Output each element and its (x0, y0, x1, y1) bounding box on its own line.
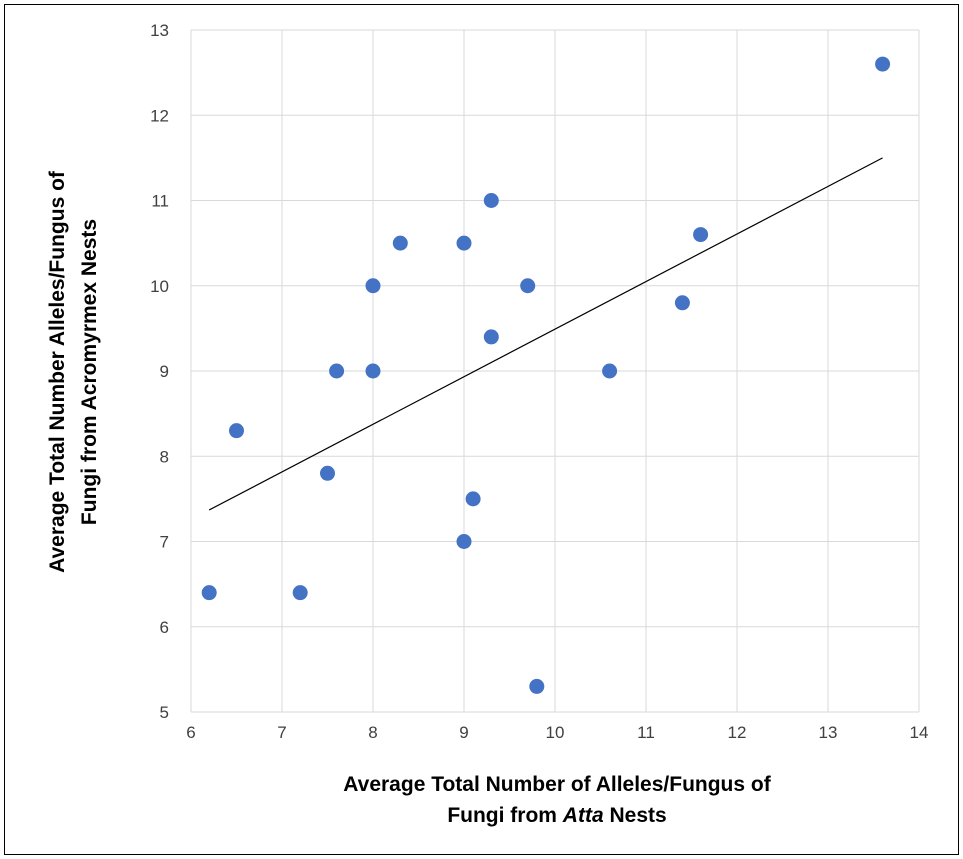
y-tick-label: 12 (150, 106, 169, 125)
grid-lines (190, 29, 920, 713)
x-tick-label: 10 (546, 723, 565, 742)
x-tick-labels: 6 7 8 9 10 11 12 13 14 (186, 723, 928, 742)
y-tick-label: 13 (150, 21, 169, 40)
scatter-point (693, 227, 709, 243)
x-tick-label: 12 (728, 723, 747, 742)
scatter-point (529, 678, 545, 694)
scatter-point (456, 235, 472, 251)
x-tick-label: 14 (910, 723, 929, 742)
scatter-point (674, 295, 690, 311)
x-tick-label: 6 (186, 723, 195, 742)
x-axis-title-pre: Fungi from (447, 804, 562, 827)
x-axis-title-line1: Average Total Number of Alleles/Fungus o… (343, 773, 771, 796)
scatter-point (465, 491, 481, 507)
data-points (201, 56, 891, 694)
scatter-point (875, 56, 891, 72)
scatter-point (201, 585, 217, 601)
x-axis-title-em: Atta (562, 804, 604, 827)
y-tick-label: 5 (160, 703, 169, 722)
scatter-point (483, 329, 499, 345)
scatter-point (365, 363, 381, 379)
x-tick-label: 9 (459, 723, 468, 742)
scatter-point (456, 534, 472, 549)
y-tick-label: 10 (150, 277, 169, 296)
scatter-point (229, 423, 244, 439)
y-axis-title-line2: Fungi from Acromyrmex Nests (78, 219, 101, 525)
y-tick-labels: 5 6 7 8 9 10 11 12 13 (150, 21, 169, 722)
trendline-layer (208, 157, 883, 511)
scatter-point (329, 363, 345, 379)
y-tick-label: 11 (151, 192, 169, 211)
scatter-point (602, 363, 618, 379)
y-tick-label: 9 (160, 362, 169, 381)
y-axis-title-line1: Average Total Number Alleles/Fungus of (46, 170, 69, 573)
x-axis-title-line2: Fungi from Atta Nests (447, 804, 666, 827)
x-axis-title-post: Nests (604, 804, 667, 827)
y-tick-label: 6 (160, 618, 169, 637)
scatter-point (483, 193, 499, 208)
scatter-point (292, 585, 308, 601)
x-tick-label: 11 (637, 723, 655, 742)
trendline (208, 157, 883, 511)
scatter-point (365, 278, 381, 294)
y-tick-label: 7 (160, 533, 169, 552)
scatter-point (520, 278, 536, 294)
y-tick-label: 8 (160, 447, 169, 466)
x-tick-label: 13 (819, 723, 838, 742)
chart-frame (4, 4, 959, 855)
x-tick-label: 8 (368, 723, 377, 742)
scatter-point (392, 235, 408, 251)
x-tick-label: 7 (277, 723, 286, 742)
scatter-point (320, 465, 335, 481)
